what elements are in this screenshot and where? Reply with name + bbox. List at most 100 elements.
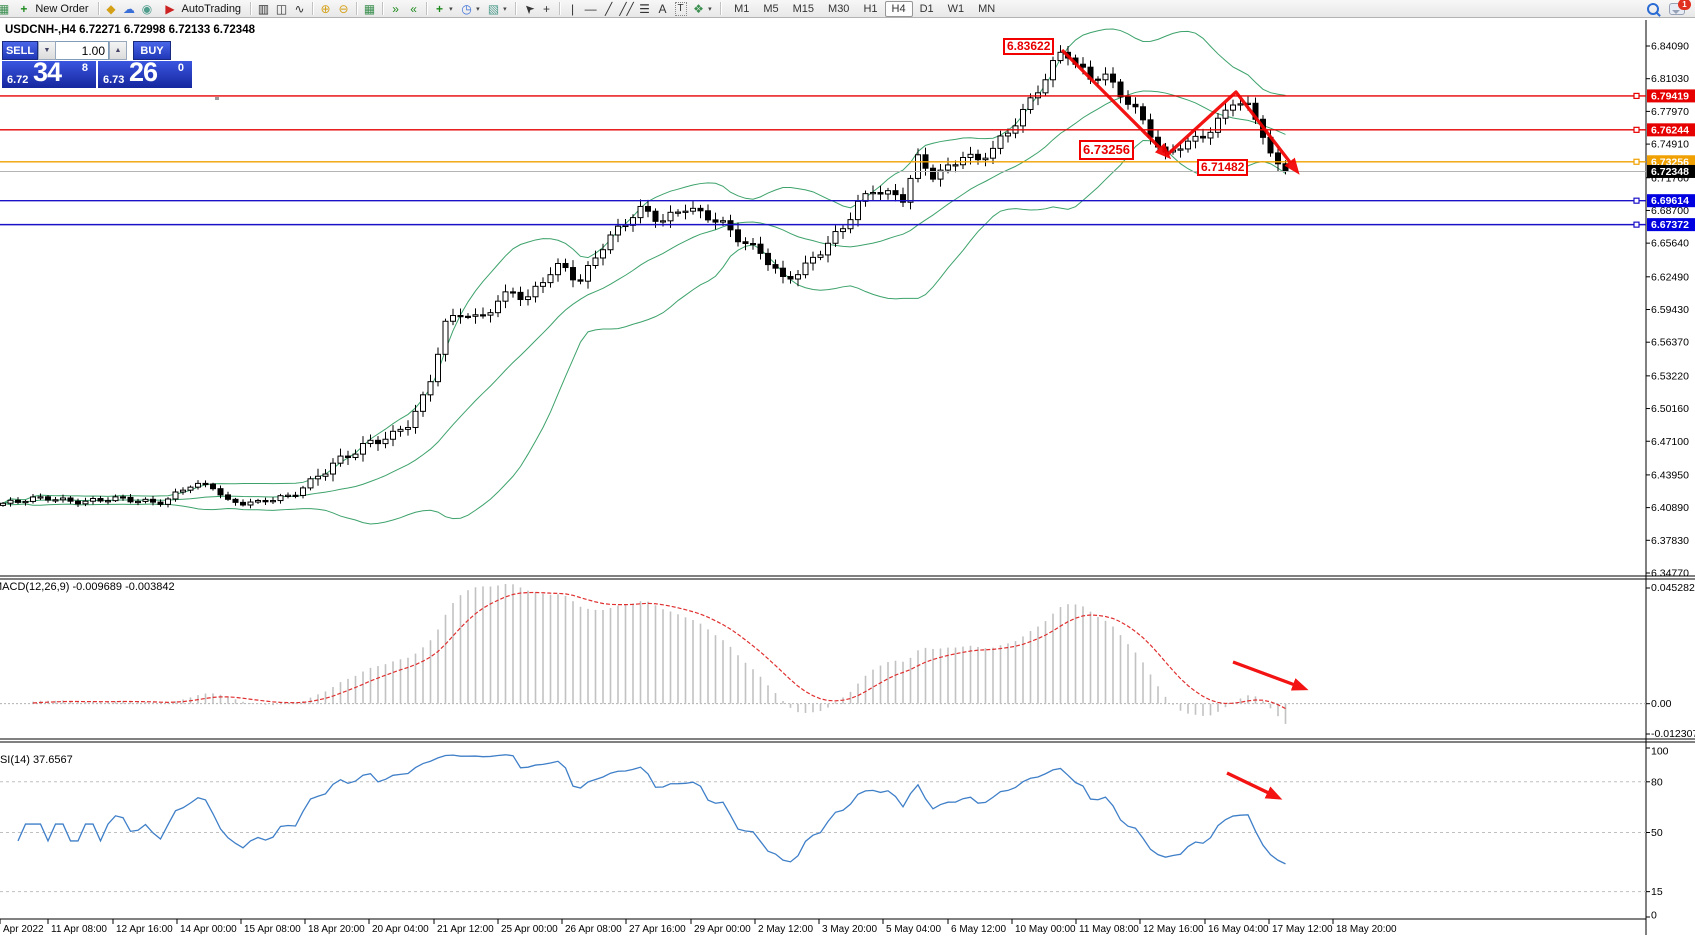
horizontal-line-icon[interactable]: —	[584, 1, 597, 16]
autotrading-button[interactable]: ▶ AutoTrading	[157, 0, 247, 17]
svg-text:6.74910: 6.74910	[1651, 139, 1689, 151]
svg-text:0.045282: 0.045282	[1651, 582, 1695, 594]
svg-text:6 May 12:00: 6 May 12:00	[951, 924, 1006, 935]
annotation-peak-price[interactable]: 6.83622	[1003, 38, 1055, 55]
shapes-icon[interactable]: ❖	[693, 1, 704, 16]
svg-text:100: 100	[1651, 746, 1669, 758]
zoom-out-icon[interactable]: ⊖	[338, 1, 349, 16]
chart-canvas[interactable]: 6.840906.810306.779706.749106.717606.687…	[0, 18, 1695, 938]
svg-text:14 Apr 00:00: 14 Apr 00:00	[180, 924, 237, 935]
search-icon[interactable]	[1647, 2, 1659, 15]
toolbar-separator	[426, 2, 428, 15]
chart-title: USDCNH-,H4 6.72271 6.72998 6.72133 6.723…	[5, 24, 255, 36]
annotation-low-price[interactable]: 6.71482	[1197, 159, 1249, 176]
tf-button-m30[interactable]: M30	[821, 1, 856, 17]
volume-decrease-button[interactable]: ▼	[38, 41, 56, 60]
templates-dropdown-icon[interactable]: ▾	[503, 5, 507, 13]
volume-increase-button[interactable]: ▲	[109, 41, 127, 60]
svg-text:29 Apr 00:00: 29 Apr 00:00	[694, 924, 751, 935]
publish-icon[interactable]: ☁	[123, 1, 136, 16]
sell-price-button[interactable]: 6.72 34 8	[2, 57, 96, 88]
svg-text:6.37830: 6.37830	[1651, 535, 1689, 547]
shapes-dropdown-icon[interactable]: ▾	[708, 5, 712, 13]
svg-text:18 Apr 20:00: 18 Apr 20:00	[308, 924, 365, 935]
tf-button-h4[interactable]: H4	[884, 0, 913, 17]
indicators-dropdown-icon[interactable]: ▾	[449, 5, 453, 13]
candlestick-chart-icon[interactable]: ◫	[275, 1, 288, 16]
new-order-button[interactable]: + New Order	[10, 0, 93, 17]
svg-text:6.81030: 6.81030	[1651, 73, 1689, 85]
tf-button-mn[interactable]: MN	[971, 1, 1002, 17]
sell-price-sup: 8	[81, 62, 88, 74]
svg-text:12 May 16:00: 12 May 16:00	[1143, 924, 1204, 935]
svg-text:17 May 12:00: 17 May 12:00	[1272, 924, 1333, 935]
tf-button-d1[interactable]: D1	[913, 1, 941, 17]
zoom-in-icon[interactable]: ⊕	[320, 1, 331, 16]
svg-text:25 Apr 00:00: 25 Apr 00:00	[501, 924, 558, 935]
timeframe-toolbar: M1 M5 M15 M30 H1 H4 D1 W1 MN	[727, 0, 1002, 17]
tf-button-m15[interactable]: M15	[786, 1, 821, 17]
toolbar-right-group: 1	[1647, 0, 1693, 15]
trendline-icon[interactable]: ╱	[604, 1, 613, 16]
tf-button-w1[interactable]: W1	[941, 1, 972, 17]
svg-text:6.47100: 6.47100	[1651, 436, 1689, 448]
cursor-icon[interactable]: ➤	[520, 0, 538, 18]
svg-text:11 May 08:00: 11 May 08:00	[1079, 924, 1139, 935]
tf-button-m1[interactable]: M1	[727, 1, 756, 17]
svg-text:-0.012307: -0.012307	[1651, 728, 1695, 740]
buy-price-head: 6.73	[103, 74, 125, 86]
vertical-line-icon[interactable]: |	[571, 1, 575, 16]
toolbar-separator	[382, 2, 384, 15]
indicators-icon[interactable]: +	[436, 1, 444, 16]
svg-text:6.56370: 6.56370	[1651, 337, 1689, 349]
tf-button-h1[interactable]: H1	[856, 1, 884, 17]
autotrading-icon: ▶	[165, 1, 175, 16]
svg-text:6.59430: 6.59430	[1651, 304, 1689, 316]
tile-windows-icon[interactable]: ▦	[363, 1, 376, 16]
market-icon[interactable]: ◆	[106, 1, 116, 16]
svg-text:6.79419: 6.79419	[1651, 90, 1689, 102]
buy-button[interactable]: BUY	[133, 41, 171, 60]
svg-text:6.77970: 6.77970	[1651, 106, 1689, 118]
fibonacci-icon[interactable]: ☰	[639, 1, 650, 16]
chart-shift-icon[interactable]: «	[410, 1, 417, 16]
sell-button[interactable]: SELL	[2, 41, 38, 60]
svg-text:6.76244: 6.76244	[1651, 124, 1689, 136]
periods-dropdown-icon[interactable]: ▾	[476, 5, 480, 13]
svg-text:11 Apr 08:00: 11 Apr 08:00	[51, 924, 107, 935]
svg-text:0.00: 0.00	[1651, 698, 1672, 710]
toolbar-separator	[250, 2, 252, 15]
text-icon[interactable]: A	[658, 1, 667, 16]
svg-text:6.50160: 6.50160	[1651, 403, 1689, 415]
templates-icon[interactable]: ▧	[487, 1, 500, 16]
tf-button-m5[interactable]: M5	[756, 1, 785, 17]
svg-text:50: 50	[1651, 827, 1663, 839]
chart-add-icon[interactable]: ▦	[0, 1, 10, 16]
bar-chart-icon[interactable]: ▥	[257, 1, 270, 16]
notification-badge: 1	[1678, 0, 1691, 10]
toolbar-separator	[312, 2, 314, 15]
text-label-icon[interactable]: T	[672, 1, 689, 17]
svg-text:15: 15	[1651, 886, 1663, 898]
toolbar-separator	[356, 2, 358, 15]
svg-text:18 May 20:00: 18 May 20:00	[1336, 924, 1397, 935]
svg-text:6.72348: 6.72348	[1651, 166, 1689, 178]
svg-text:15 Apr 08:00: 15 Apr 08:00	[244, 924, 301, 935]
chat-icon[interactable]: 1	[1669, 0, 1691, 15]
sell-price-big: 34	[33, 57, 62, 87]
svg-text:5 May 04:00: 5 May 04:00	[886, 924, 941, 935]
svg-text:6.62490: 6.62490	[1651, 271, 1689, 283]
svg-text:10 May 00:00: 10 May 00:00	[1015, 924, 1076, 935]
crosshair-icon[interactable]: +	[543, 1, 551, 16]
volume-input[interactable]	[56, 41, 109, 60]
equidistant-channel-icon[interactable]: ╱╱	[619, 1, 634, 16]
buy-price-button[interactable]: 6.73 26 0	[98, 57, 192, 88]
periods-icon[interactable]: ◷	[461, 1, 472, 16]
svg-text:6.67372: 6.67372	[1651, 219, 1689, 231]
annotation-trough-price[interactable]: 6.73256	[1079, 140, 1134, 160]
auto-scroll-icon[interactable]: »	[392, 1, 399, 16]
signals-icon[interactable]: ◉	[141, 1, 153, 16]
svg-text:Apr 2022: Apr 2022	[3, 924, 44, 935]
line-chart-icon[interactable]: ∿	[294, 1, 305, 16]
one-click-trading-panel: SELL ▼ ▲ BUY 6.72 34 8 6.73 26 0	[2, 41, 192, 88]
